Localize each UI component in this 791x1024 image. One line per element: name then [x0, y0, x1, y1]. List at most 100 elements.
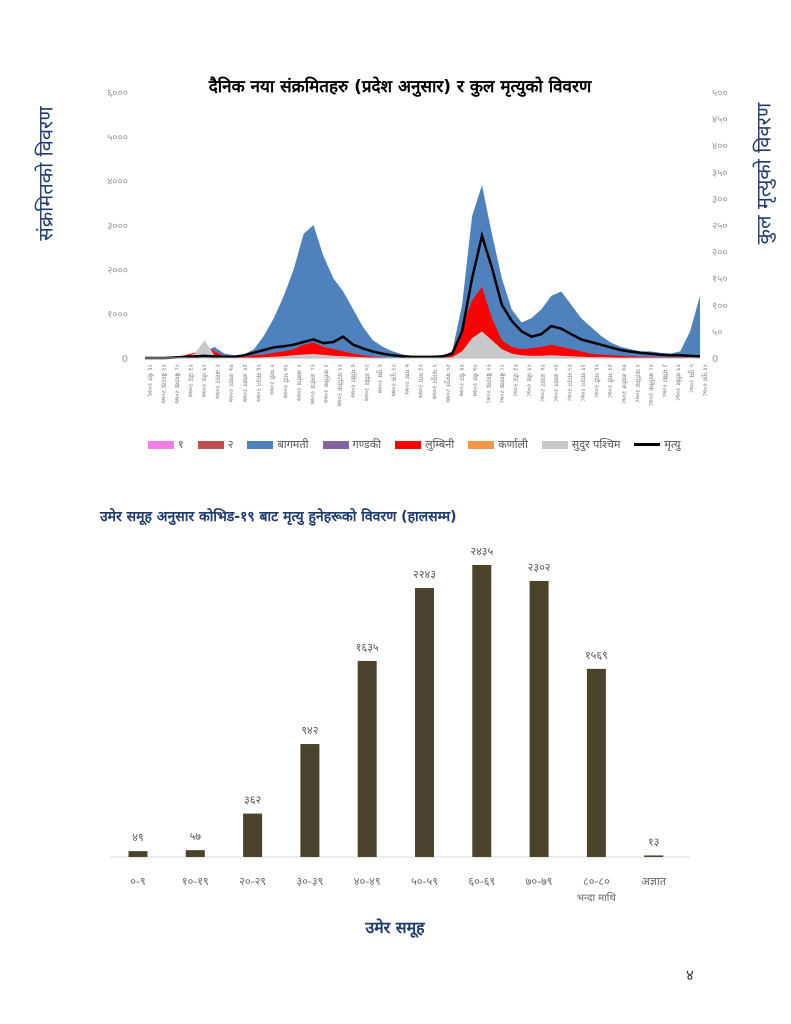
legend-item: बागमती: [247, 437, 309, 452]
bar: [415, 588, 434, 857]
legend-label: लुम्बिनी: [425, 438, 455, 451]
x-tick-label: २१ पुस २०७८: [701, 364, 709, 397]
bar: [644, 855, 664, 857]
x-tick-label: १८ कात्तिक २०७८: [647, 364, 655, 407]
bar: [529, 580, 549, 857]
bar-category-label: ८०-८०: [583, 875, 610, 888]
x-tick-label: २७ चैत २०७७: [471, 364, 479, 397]
legend-swatch: [197, 440, 224, 449]
legend-item: १: [148, 437, 184, 452]
bar-x-axis-title: उमेर समूह: [365, 918, 425, 937]
bar-category-label: ६०-६९: [468, 875, 495, 888]
legend-swatch: [541, 440, 568, 449]
y-right-tick-label: 0: [712, 354, 718, 365]
bar-category-label: अज्ञात: [641, 875, 666, 888]
y-right-tick-label: १००: [712, 301, 728, 312]
x-tick-label: १४ असार २०७८: [539, 364, 547, 403]
x-tick-label: २९ जेठ २०७७: [200, 364, 208, 398]
y-right-tick-label: १५०: [712, 274, 728, 285]
bar-category-label: ३०-३९: [296, 875, 323, 888]
bar: [357, 660, 377, 857]
x-tick-label: १५ साउन २०७८: [566, 364, 574, 402]
bar: [185, 850, 205, 857]
legend-label: २: [227, 438, 234, 451]
bar-category-label: २०-२९: [239, 875, 266, 888]
y-tick-label: 0: [122, 354, 128, 365]
y-right-tick-label: २५०: [712, 221, 728, 232]
y-right-tick-label: ५००: [712, 88, 728, 99]
bar-value-label: १६३५: [356, 641, 379, 654]
legend-item: लुम्बिनी: [395, 437, 454, 452]
x-tick-label: ३१ असार २०७७: [241, 364, 249, 403]
legend-label: १: [178, 438, 184, 451]
x-tick-label: २६ चैत २०७६: [146, 364, 154, 397]
x-tick-label: ११ चैत २०७७: [457, 364, 465, 397]
x-tick-label: १३ जेठ २०७७: [187, 364, 195, 398]
bar-value-label: १५६९: [585, 649, 608, 662]
legend-swatch: [322, 440, 349, 449]
y-tick-label: ६०००: [107, 88, 128, 99]
x-tick-label: २९ जेठ २०७८: [525, 364, 533, 398]
legend-item: मृत्यु: [634, 437, 681, 452]
x-tick-label: ६ पुस २०७७: [376, 364, 384, 394]
x-tick-label: १ असार २०७७: [214, 364, 222, 399]
legend-label: बागमती: [277, 438, 309, 451]
bar-chart-title: उमेर समूह अनुसार कोभिड-१९ बाट मृत्यु हुन…: [100, 509, 457, 525]
bar-value-label: १३: [648, 835, 659, 848]
bar-value-label: ५७: [190, 830, 202, 843]
y-right-tick-label: ३००: [712, 194, 728, 205]
bar: [243, 813, 263, 857]
daily-cases-chart: 0 १००० २००० ३००० ४००० ५००० ६००० 0 ५० १०० १५० २०० २५०…: [107, 88, 728, 407]
x-tick-label: २ असोज २०७७: [295, 364, 303, 402]
bar: [586, 668, 606, 857]
x-tick-label: ७ माघ २०७७: [403, 364, 411, 395]
x-tick-label: ४ मंसिर २०७७: [349, 364, 357, 398]
x-tick-label: १७ भदौ २०७७: [281, 364, 289, 399]
x-tick-label: १३ जेठ २०७८: [511, 364, 519, 398]
bar: [472, 565, 492, 857]
chart-title: दैनिक नया संक्रमितहरु (प्रदेश अनुसार) र …: [208, 77, 592, 97]
bar-category-label: ५०-५९: [411, 875, 438, 888]
x-tick-label: १६ साउन २०७७: [254, 364, 262, 402]
deaths-line: [145, 230, 701, 360]
legend-label: मृत्यु: [664, 438, 681, 451]
x-tick-label: २ कात्तिक २०७८: [633, 364, 641, 403]
x-tick-label: २० मंसिर २०७७: [363, 364, 371, 402]
y-tick-label: ४०००: [107, 177, 128, 188]
x-tick-label: १२ बैशाख २०७७: [160, 364, 168, 404]
chart-legend: १ २ बागमती गण्डकी लुम्बिनी कर्णाली सुदुर पश्चि…: [148, 437, 681, 452]
bar-category-label-sub: भन्दा माथि: [577, 892, 616, 904]
bar-value-label: ९४२: [301, 724, 318, 737]
legend-item: कर्णाली: [468, 437, 528, 452]
y-tick-label: ५०००: [107, 132, 128, 143]
page-number: ४: [686, 966, 694, 984]
x-tick-label: ३२ भदौ २०७८: [606, 364, 614, 399]
legend-item: गण्डकी: [322, 437, 382, 452]
age-deaths-chart: ४९ ०-९ ५७ १०-१९ ३६२ २०-२९ ९४२ ३०-३९ १६३५ ४०-४९ २२४…: [110, 545, 690, 904]
bar-category-label: ७०-७९: [526, 875, 553, 888]
bar-value-label: ३६२: [244, 794, 261, 807]
y-tick-label: ३०००: [107, 221, 128, 232]
y-tick-label: २०००: [107, 265, 128, 276]
legend-swatch: [468, 440, 495, 449]
area-series-0: [145, 185, 700, 358]
y-tick-label: १०००: [107, 310, 128, 321]
x-tick-label: २८ बैशाख २०७७: [173, 364, 181, 404]
bar-value-label: ४९: [132, 831, 143, 844]
y-right-tick-label: ४५०: [712, 115, 728, 126]
x-tick-label: १२ बैशाख २०७८: [484, 364, 492, 404]
legend-swatch: [148, 440, 174, 449]
legend-swatch: [634, 443, 661, 446]
y-right-tick-label: ४००: [712, 141, 728, 152]
y-right-tick-label: २००: [712, 248, 728, 259]
x-tick-label: ९ फागुन २०७७: [430, 364, 438, 400]
bar-category-label: ०-९: [130, 875, 145, 888]
legend-swatch: [247, 440, 274, 449]
bar-category-label: १०-१९: [182, 875, 209, 888]
legend-item: २: [197, 437, 234, 452]
x-tick-label: २८ बैशाख २०७८: [498, 364, 506, 404]
legend-label: गण्डकी: [352, 438, 382, 451]
legend-label: सुदुर पश्चिम: [571, 438, 621, 451]
bar-category-label: ४०-४९: [354, 875, 381, 888]
x-tick-label: ३ मंसिर २०७८: [660, 364, 668, 398]
